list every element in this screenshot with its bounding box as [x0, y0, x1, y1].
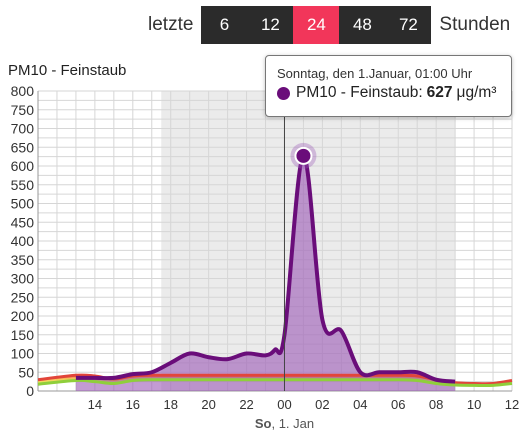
- range-suffix-label: Stunden: [439, 14, 511, 35]
- y-tick-label: 200: [11, 308, 35, 324]
- x-tick-label: 10: [467, 397, 481, 412]
- tooltip-series-line: PM10 - Feinstaub: 627 μg/m³: [277, 84, 496, 102]
- y-tick-label: 350: [11, 252, 35, 268]
- x-tick-label: 16: [126, 397, 140, 412]
- x-tick-label: 14: [88, 397, 102, 412]
- x-date-label: So, 1. Jan: [255, 416, 314, 431]
- tooltip-value: 627: [426, 84, 453, 101]
- x-tick-label: 04: [353, 397, 367, 412]
- y-tick-label: 100: [11, 346, 35, 362]
- range-prefix-label: letzte: [148, 14, 194, 35]
- y-tick-label: 600: [11, 158, 35, 174]
- time-range-selector: letzte 6 12 24 48 72 Stunden: [140, 6, 518, 44]
- range-button-24[interactable]: 24: [293, 6, 340, 44]
- x-tick-label: 08: [429, 397, 443, 412]
- range-button-group: 6 12 24 48 72: [201, 6, 432, 44]
- y-tick-label: 250: [11, 289, 35, 305]
- y-tick-label: 650: [11, 139, 35, 155]
- y-tick-label: 450: [11, 214, 35, 230]
- x-tick-label: 18: [163, 397, 177, 412]
- x-date-day: So: [255, 416, 272, 431]
- x-tick-label: 20: [201, 397, 215, 412]
- y-tick-label: 50: [18, 364, 34, 380]
- y-tick-label: 750: [11, 102, 35, 118]
- y-tick-label: 550: [11, 177, 35, 193]
- range-button-6[interactable]: 6: [219, 15, 230, 34]
- y-tick-label: 700: [11, 121, 35, 137]
- x-tick-label: 12: [505, 397, 519, 412]
- x-tick-label: 06: [391, 397, 405, 412]
- x-tick-label: 02: [315, 397, 329, 412]
- y-tick-label: 800: [11, 83, 35, 99]
- tooltip-date: Sonntag, den 1.Januar, 01:00 Uhr: [277, 66, 473, 81]
- y-tick-label: 150: [11, 327, 35, 343]
- chart-title: PM10 - Feinstaub: [8, 62, 127, 79]
- range-button-72[interactable]: 72: [398, 15, 418, 34]
- series-color-dot-icon: [277, 86, 290, 100]
- tooltip-series-label: PM10 - Feinstaub:: [296, 84, 423, 101]
- range-button-48[interactable]: 48: [352, 15, 372, 34]
- y-tick-label: 300: [11, 271, 35, 287]
- chart-tooltip: Sonntag, den 1.Januar, 01:00 Uhr PM10 - …: [265, 55, 512, 117]
- y-tick-label: 0: [26, 383, 34, 399]
- highlight-point: [294, 146, 313, 165]
- range-button-12[interactable]: 12: [260, 15, 280, 34]
- tooltip-unit: μg/m³: [456, 84, 497, 101]
- x-date-text: , 1. Jan: [271, 416, 314, 431]
- x-tick-label: 22: [239, 397, 253, 412]
- y-tick-label: 500: [11, 196, 35, 212]
- series-line: [75, 153, 456, 384]
- x-tick-label: 00: [277, 397, 291, 412]
- y-tick-label: 400: [11, 233, 35, 249]
